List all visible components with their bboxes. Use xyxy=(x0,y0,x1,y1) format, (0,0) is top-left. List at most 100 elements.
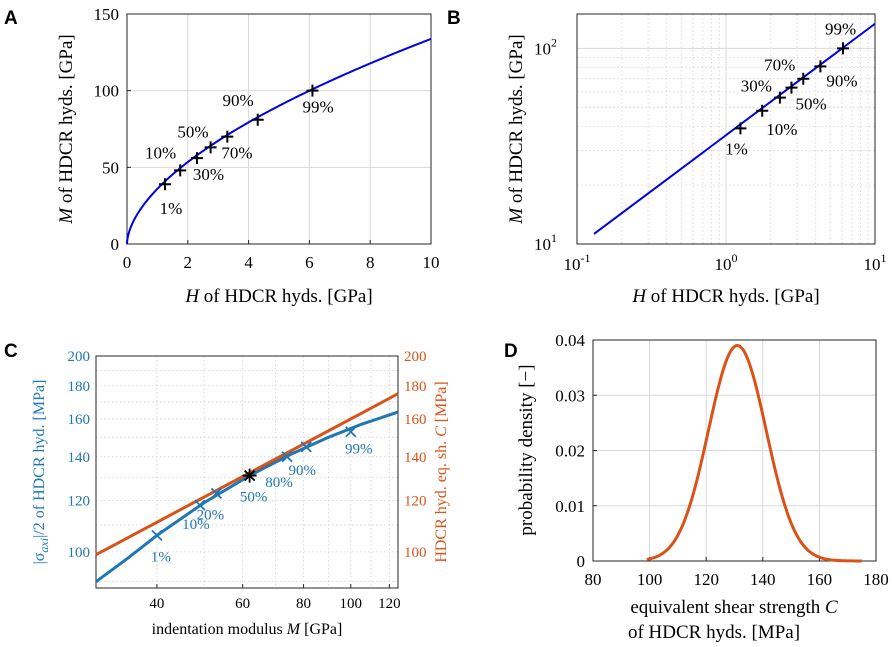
panel-a-ytick-label: 100 xyxy=(94,82,120,101)
panel-b-ylabel-sym: M xyxy=(506,207,527,225)
panel-a-ytick-label: 150 xyxy=(94,5,120,24)
panel-c-curve-shear xyxy=(95,392,399,557)
panel-b-xtick-exp: 1 xyxy=(881,251,887,265)
panel-b-marker xyxy=(773,91,786,104)
panel-c-marker xyxy=(345,426,357,438)
panel-c-ytick-right-label: 120 xyxy=(404,493,427,509)
panel-d-ytick-label: 0 xyxy=(577,552,586,571)
panel-d-xlabel-line1: equivalent shear strength C xyxy=(630,597,838,618)
panel-c-marker xyxy=(194,499,206,511)
panel-c-ytick-right-label: 100 xyxy=(404,545,427,561)
panel-c-ylabel-left-sub: axi xyxy=(37,538,51,553)
panel-c-ylabel-right-sym: C xyxy=(433,426,450,437)
panel-c-markers: 1% 10%20% 50%80%90% 99% xyxy=(151,426,373,565)
panel-c-ytick-left-label: 160 xyxy=(68,412,91,428)
panel-b-marker-label: 50% xyxy=(795,95,826,114)
panel-a-marker xyxy=(190,152,203,165)
panel-c-marker-label: 10% xyxy=(182,517,210,533)
panel-c-ytick-right-label: 140 xyxy=(404,450,427,466)
panel-b-xtick-exp: -1 xyxy=(581,251,591,265)
panel-c-ytick-left-label: 200 xyxy=(68,349,91,365)
panel-a-marker-label: 99% xyxy=(302,98,333,117)
panel-b-ylabel-rest: of HDCR hyds. [GPa] xyxy=(506,34,527,208)
panel-d-xtick-label: 100 xyxy=(637,570,663,589)
panel-b-xtick-base: 10 xyxy=(715,255,732,274)
panel-a-ylabel: M of HDCR hyds. [GPa] xyxy=(56,34,77,224)
panel-a-marker-label: 30% xyxy=(193,165,224,184)
panel-a-letter: A xyxy=(4,8,18,29)
panel-a-xlabel-sym: H xyxy=(184,286,200,307)
panel-c-ylabel-left-pre: |σ xyxy=(31,552,48,564)
panel-d-xlabel-line2: of HDCR hyds. [MPa] xyxy=(628,622,800,643)
panel-d-ytick-label: 0.04 xyxy=(555,331,585,350)
panel-a-marker-label: 10% xyxy=(145,143,176,162)
panel-c-xtick-label: 80 xyxy=(296,596,311,612)
panel-a-xtick-label: 0 xyxy=(123,253,132,272)
panel-b-xlabel-sym: H xyxy=(631,286,647,307)
panel-b-frame xyxy=(576,13,876,245)
panel-b-ytick-exp: 2 xyxy=(551,35,557,49)
panel-a-markers: 1% 10% 30% 50% 70% 90% 99% xyxy=(145,84,334,218)
panel-c-ytick-right-label: 160 xyxy=(404,412,427,428)
panel-c-marker-label: 1% xyxy=(151,549,171,565)
panel-a-ylabel-sym: M xyxy=(56,207,77,225)
panel-b-ylabel: M of HDCR hyds. [GPa] xyxy=(506,34,527,224)
panel-d-ticks: 80 100 120 140 160 180 0 0.01 0.02 0.03 0.04 xyxy=(555,331,889,589)
panel-b-marker-label: 99% xyxy=(825,19,856,38)
panel-c-marker-label: 99% xyxy=(345,442,373,458)
panel-d-xtick-label: 80 xyxy=(585,570,602,589)
panel-d-ytick-label: 0.03 xyxy=(555,386,585,405)
panel-b-xtick-label: 10-1 xyxy=(564,251,591,274)
panel-a-marker xyxy=(204,141,217,154)
panel-b-markers: 1% 10% 30% 50% 70% 90% 99% xyxy=(725,19,857,158)
panel-c-ylabel-right-text: HDCR hyd. eq. sh. xyxy=(433,437,450,563)
panel-c-ylabel-left-post: |/2 of HDCR hyd. [MPa] xyxy=(31,380,48,538)
panel-b-xtick-base: 10 xyxy=(564,255,581,274)
panel-b-xtick-label: 100 xyxy=(715,251,738,274)
panel-d-xlabel-text: equivalent shear strength xyxy=(630,597,825,618)
panel-b-marker-label: 10% xyxy=(766,120,797,139)
panel-c-ylabel-right-unit: [MPa] xyxy=(433,381,450,426)
panel-b-xlabel: H of HDCR hyds. [GPa] xyxy=(631,286,819,307)
panel-c-marker xyxy=(300,441,312,453)
panel-d-xtick-label: 120 xyxy=(693,570,719,589)
panel-b-ytick-label: 102 xyxy=(534,35,557,58)
panel-c-xtick-label: 60 xyxy=(235,596,250,612)
panel-b-marker xyxy=(734,122,747,135)
panel-a-marker xyxy=(221,130,234,143)
panel-c-ytick-left-label: 140 xyxy=(68,450,91,466)
panel-b-marker xyxy=(797,72,810,85)
panel-b-ytick-base: 10 xyxy=(534,235,551,254)
panel-c-letter: C xyxy=(4,341,18,362)
panel-b-marker xyxy=(837,42,850,55)
panel-a-marker xyxy=(251,113,264,126)
panel-b-marker-label: 90% xyxy=(826,71,857,90)
panel-a-marker-label: 70% xyxy=(221,144,252,163)
panel-d-xtick-label: 180 xyxy=(863,570,889,589)
panel-a-xtick-label: 10 xyxy=(423,253,440,272)
panel-b-ytick-base: 10 xyxy=(534,39,551,58)
panel-c-ytick-left-label: 100 xyxy=(68,545,91,561)
panel-c-marker-label: 50% xyxy=(240,490,268,506)
panel-a-marker xyxy=(174,164,187,177)
panel-a-marker-label: 1% xyxy=(160,199,183,218)
panel-a-ytick-label: 50 xyxy=(102,158,119,177)
panel-c-xlabel: indentation modulus M [GPa] xyxy=(152,621,343,638)
panel-d-ylabel: probability density [−] xyxy=(516,364,537,535)
panel-c-marker-label: 80% xyxy=(265,475,293,491)
panel-c-xlabel-sym: M xyxy=(286,621,302,638)
panel-c-ytick-right-label: 180 xyxy=(404,379,427,395)
panel-c-marker-label: 90% xyxy=(288,463,316,479)
panel-b-marker-label: 70% xyxy=(764,56,795,75)
panel-a-xlabel-rest: of HDCR hyds. [GPa] xyxy=(199,286,373,307)
panel-c-marker xyxy=(151,529,163,542)
panel-c-marker-label: 20% xyxy=(197,507,225,523)
panel-b-marker xyxy=(785,81,798,94)
panel-b-marker xyxy=(756,104,769,117)
panel-c-ylabel-right: HDCR hyd. eq. sh. C [MPa] xyxy=(433,381,450,562)
